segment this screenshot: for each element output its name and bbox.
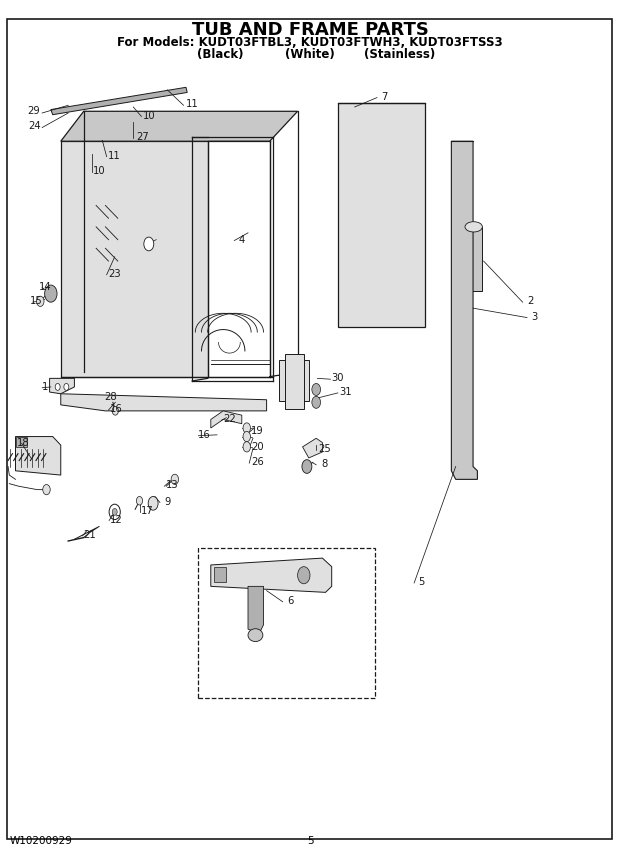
Text: For Models: KUDT03FTBL3, KUDT03FTWH3, KUDT03FTSS3: For Models: KUDT03FTBL3, KUDT03FTWH3, KU… (117, 36, 503, 49)
Text: 11: 11 (108, 151, 121, 161)
Text: 7: 7 (381, 92, 388, 102)
Circle shape (64, 383, 69, 390)
Text: 10: 10 (93, 166, 105, 176)
Circle shape (43, 484, 50, 495)
Text: 5: 5 (418, 577, 425, 587)
Text: 19: 19 (251, 426, 264, 437)
Text: 27: 27 (136, 132, 149, 142)
Text: 29: 29 (28, 106, 40, 116)
Circle shape (37, 296, 44, 306)
Text: 5: 5 (307, 835, 313, 846)
Circle shape (45, 285, 57, 302)
Polygon shape (211, 558, 332, 592)
Polygon shape (16, 437, 61, 475)
Text: 3: 3 (531, 312, 538, 322)
Ellipse shape (465, 222, 482, 232)
Polygon shape (248, 586, 264, 633)
Circle shape (112, 508, 117, 515)
Text: 21: 21 (84, 530, 96, 540)
Polygon shape (61, 141, 208, 377)
Text: 30: 30 (332, 373, 344, 383)
Circle shape (148, 496, 158, 510)
Bar (279, 360, 309, 401)
Text: 23: 23 (108, 269, 121, 279)
Text: 17: 17 (141, 506, 153, 516)
Text: W10200929: W10200929 (9, 835, 72, 846)
Circle shape (243, 442, 250, 452)
Circle shape (171, 474, 179, 484)
Text: 28: 28 (104, 392, 117, 402)
Text: 16: 16 (110, 404, 122, 414)
Text: 13: 13 (166, 480, 179, 490)
Text: 9: 9 (164, 496, 171, 507)
Text: 11: 11 (186, 99, 198, 110)
Text: 4: 4 (239, 235, 245, 245)
Circle shape (312, 396, 321, 408)
Text: 20: 20 (251, 442, 264, 452)
Bar (16, 437, 27, 447)
Ellipse shape (248, 628, 263, 642)
Polygon shape (50, 378, 74, 394)
Text: TUB AND FRAME PARTS: TUB AND FRAME PARTS (192, 21, 428, 39)
Text: 10: 10 (143, 110, 155, 121)
Text: 18: 18 (17, 437, 30, 448)
Circle shape (243, 423, 250, 433)
Circle shape (243, 431, 250, 442)
Text: 22: 22 (223, 414, 236, 425)
Circle shape (298, 567, 310, 584)
Polygon shape (61, 394, 267, 411)
Text: 8: 8 (321, 459, 327, 469)
Bar (198, 548, 375, 698)
Text: 31: 31 (340, 387, 352, 397)
Polygon shape (51, 87, 187, 115)
Text: 25: 25 (318, 444, 330, 455)
Text: (Stainless): (Stainless) (365, 48, 435, 61)
Text: (White): (White) (285, 48, 335, 61)
Text: 12: 12 (110, 514, 123, 525)
Circle shape (136, 496, 143, 505)
Text: 24: 24 (28, 121, 40, 131)
Text: 1: 1 (42, 382, 48, 392)
Polygon shape (211, 411, 242, 428)
Polygon shape (61, 111, 298, 141)
Text: (Black): (Black) (197, 48, 243, 61)
Bar (465, 227, 482, 291)
Polygon shape (303, 438, 322, 458)
Circle shape (302, 460, 312, 473)
Circle shape (144, 237, 154, 251)
Polygon shape (451, 141, 477, 479)
Text: 2: 2 (527, 296, 533, 306)
Circle shape (112, 407, 118, 415)
Circle shape (312, 383, 321, 395)
Text: 15: 15 (30, 296, 42, 306)
Circle shape (55, 383, 60, 390)
Bar (338, 103, 425, 327)
Text: 26: 26 (251, 457, 264, 467)
Text: 14: 14 (39, 282, 51, 292)
Text: 16: 16 (198, 430, 211, 440)
Bar (285, 354, 304, 409)
Text: 6: 6 (287, 596, 293, 606)
Bar (214, 567, 226, 582)
